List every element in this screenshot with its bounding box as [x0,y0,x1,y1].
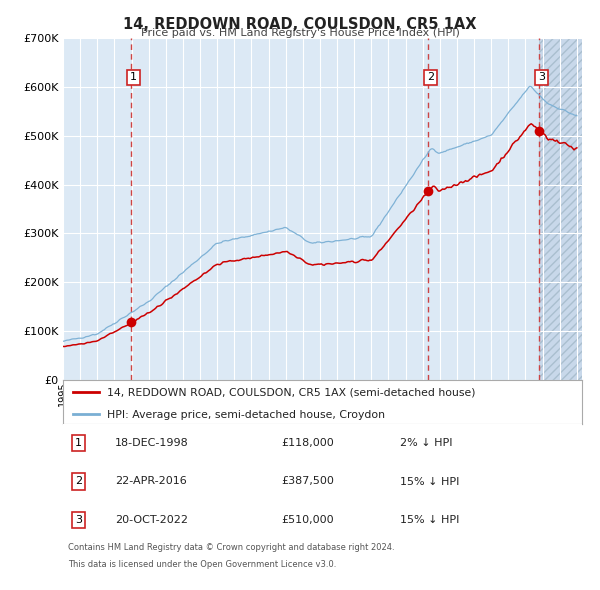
Text: 14, REDDOWN ROAD, COULSDON, CR5 1AX (semi-detached house): 14, REDDOWN ROAD, COULSDON, CR5 1AX (sem… [107,388,476,398]
Text: 15% ↓ HPI: 15% ↓ HPI [400,515,460,525]
Text: 1: 1 [75,438,82,448]
Text: 1: 1 [130,73,137,83]
Text: 22-APR-2016: 22-APR-2016 [115,477,187,487]
Text: 3: 3 [75,515,82,525]
Bar [539,38,582,379]
Bar [539,38,582,379]
Text: Contains HM Land Registry data © Crown copyright and database right 2024.: Contains HM Land Registry data © Crown c… [68,543,395,552]
Text: This data is licensed under the Open Government Licence v3.0.: This data is licensed under the Open Gov… [68,559,337,569]
Text: 14, REDDOWN ROAD, COULSDON, CR5 1AX: 14, REDDOWN ROAD, COULSDON, CR5 1AX [123,17,477,31]
Text: 20-OCT-2022: 20-OCT-2022 [115,515,188,525]
Text: 2% ↓ HPI: 2% ↓ HPI [400,438,453,448]
Text: 2: 2 [75,477,82,487]
Text: £387,500: £387,500 [281,477,334,487]
Text: 2: 2 [427,73,434,83]
Text: £118,000: £118,000 [281,438,334,448]
Text: Price paid vs. HM Land Registry's House Price Index (HPI): Price paid vs. HM Land Registry's House … [140,28,460,38]
Text: 18-DEC-1998: 18-DEC-1998 [115,438,188,448]
Text: £510,000: £510,000 [281,515,334,525]
Text: 15% ↓ HPI: 15% ↓ HPI [400,477,460,487]
Text: HPI: Average price, semi-detached house, Croydon: HPI: Average price, semi-detached house,… [107,410,385,420]
Text: 3: 3 [538,73,545,83]
